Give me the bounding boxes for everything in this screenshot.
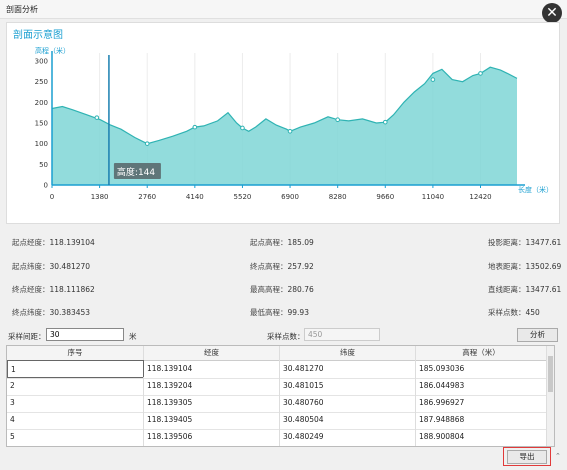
stat-proj-dist: 投影距离：13477.61 bbox=[488, 238, 562, 247]
profile-marker bbox=[240, 125, 245, 131]
cell-lon: 118.139506 bbox=[144, 428, 280, 446]
col-header-lat[interactable]: 纬度 bbox=[280, 346, 416, 360]
col-header-index[interactable]: 序号 bbox=[7, 346, 144, 360]
y-tick-label: 200 bbox=[35, 99, 48, 107]
table-scrollbar[interactable] bbox=[546, 346, 554, 446]
profile-marker bbox=[478, 71, 483, 76]
cell-index: 4 bbox=[7, 411, 144, 429]
profile-marker bbox=[335, 117, 340, 122]
resize-grip-icon[interactable]: ⌃ bbox=[555, 452, 561, 460]
x-tick-label: 11040 bbox=[422, 193, 444, 201]
profile-marker bbox=[430, 77, 436, 82]
x-tick-label: 8280 bbox=[329, 193, 347, 201]
interval-unit: 米 bbox=[129, 332, 137, 341]
cursor-tooltip-box bbox=[113, 163, 161, 179]
cell-elev: 188.900804 bbox=[416, 428, 547, 446]
chart-title: 剖面示意图 bbox=[13, 28, 63, 41]
points-label: 采样点数： bbox=[267, 332, 305, 341]
stat-end-lon: 终点经度：118.111862 bbox=[12, 285, 95, 294]
points-input bbox=[304, 328, 380, 341]
profile-marker bbox=[94, 115, 100, 120]
cell-lat: 30.480504 bbox=[280, 411, 416, 429]
x-tick-label: 6900 bbox=[281, 193, 299, 201]
cell-lon: 118.139104 bbox=[144, 360, 280, 378]
export-button[interactable]: 导出 bbox=[507, 450, 547, 464]
cell-index: 2 bbox=[7, 377, 144, 395]
y-tick-label: 250 bbox=[35, 78, 48, 86]
x-tick-label: 4140 bbox=[186, 193, 204, 201]
cell-elev: 187.948868 bbox=[416, 411, 547, 429]
x-tick-label: 12420 bbox=[469, 193, 491, 201]
profile-marker bbox=[144, 141, 150, 146]
y-tick-label: 50 bbox=[39, 161, 48, 169]
cell-index: 1 bbox=[7, 360, 144, 378]
cell-lon: 118.139204 bbox=[144, 377, 280, 395]
cell-elev: 186.996927 bbox=[416, 394, 547, 412]
stat-start-lon: 起点经度：118.139104 bbox=[12, 238, 95, 247]
y-tick-label: 0 bbox=[44, 182, 48, 190]
analyze-button[interactable]: 分析 bbox=[517, 328, 558, 342]
table-row[interactable]: 5 118.139506 30.480249 188.900804 bbox=[7, 428, 554, 446]
x-tick-label: 1380 bbox=[91, 193, 109, 201]
stat-end-elev: 终点高程：257.92 bbox=[250, 262, 314, 271]
window-title: 剖面分析 bbox=[6, 5, 38, 14]
profile-chart: 剖面示意图高程（米） 长度（米） 0 50 100 150 200 250 300 0 1380 27… bbox=[13, 28, 553, 201]
x-axis-label: 长度（米） bbox=[518, 185, 553, 194]
stat-start-lat: 起点纬度：30.481270 bbox=[12, 262, 91, 271]
y-tick-label: 300 bbox=[35, 58, 48, 66]
cell-lon: 118.139405 bbox=[144, 411, 280, 429]
stat-end-lat: 终点纬度：30.383453 bbox=[12, 308, 91, 317]
y-tick-label: 150 bbox=[35, 120, 48, 128]
profile-area bbox=[52, 67, 517, 185]
cell-lat: 30.480249 bbox=[280, 428, 416, 446]
col-header-elev[interactable]: 高程（米） bbox=[416, 346, 547, 360]
cursor-tooltip-label: 高度:144 bbox=[117, 166, 155, 178]
cell-index: 5 bbox=[7, 428, 144, 446]
stats-panel: 起点经度：118.139104 起点纬度：30.481270 终点经度：118.… bbox=[6, 226, 562, 322]
stat-surface-dist: 地表距离：13502.69 bbox=[488, 262, 562, 271]
x-tick-label: 5520 bbox=[234, 193, 252, 201]
cell-lat: 30.481270 bbox=[280, 360, 416, 378]
cell-lat: 30.481015 bbox=[280, 377, 416, 395]
table-header: 序号 经度 纬度 高程（米） bbox=[7, 346, 554, 361]
y-tick-label: 100 bbox=[35, 140, 48, 148]
cell-elev: 186.044983 bbox=[416, 377, 547, 395]
scrollbar-thumb[interactable] bbox=[548, 356, 553, 392]
sample-table: 序号 经度 纬度 高程（米） 1 118.139104 30.481270 185.0… bbox=[6, 345, 555, 447]
x-tick-label: 2760 bbox=[138, 193, 156, 201]
col-header-lon[interactable]: 经度 bbox=[144, 346, 280, 360]
cell-index: 3 bbox=[7, 394, 144, 412]
x-tick-label: 0 bbox=[50, 193, 54, 201]
cell-lat: 30.480760 bbox=[280, 394, 416, 412]
cell-lon: 118.139305 bbox=[144, 394, 280, 412]
title-bar: 剖面分析 bbox=[0, 0, 567, 19]
profile-marker bbox=[382, 119, 388, 125]
export-highlight: 导出 bbox=[503, 447, 551, 466]
stat-sample-count: 采样点数：450 bbox=[488, 308, 540, 317]
profile-chart-panel: 剖面示意图高程（米） 长度（米） 0 50 100 150 200 250 300 0 1380 27… bbox=[6, 22, 560, 224]
stat-straight-dist: 直线距离：13477.61 bbox=[488, 285, 562, 294]
sampling-controls: 采样间距： 米 采样点数： 分析 bbox=[6, 328, 558, 344]
stat-start-elev: 起点高程：185.09 bbox=[250, 238, 314, 247]
profile-marker bbox=[192, 124, 198, 130]
x-tick-label: 9660 bbox=[376, 193, 394, 201]
close-icon[interactable]: ✕ bbox=[542, 3, 562, 23]
cell-elev: 185.093036 bbox=[416, 360, 547, 378]
stat-min-elev: 最低高程：99.93 bbox=[250, 308, 309, 317]
profile-marker bbox=[287, 128, 293, 134]
interval-label: 采样间距： bbox=[8, 332, 46, 341]
interval-input[interactable] bbox=[46, 328, 124, 341]
y-axis-label: 高程（米） bbox=[35, 46, 70, 55]
stat-max-elev: 最高高程：280.76 bbox=[250, 285, 314, 294]
